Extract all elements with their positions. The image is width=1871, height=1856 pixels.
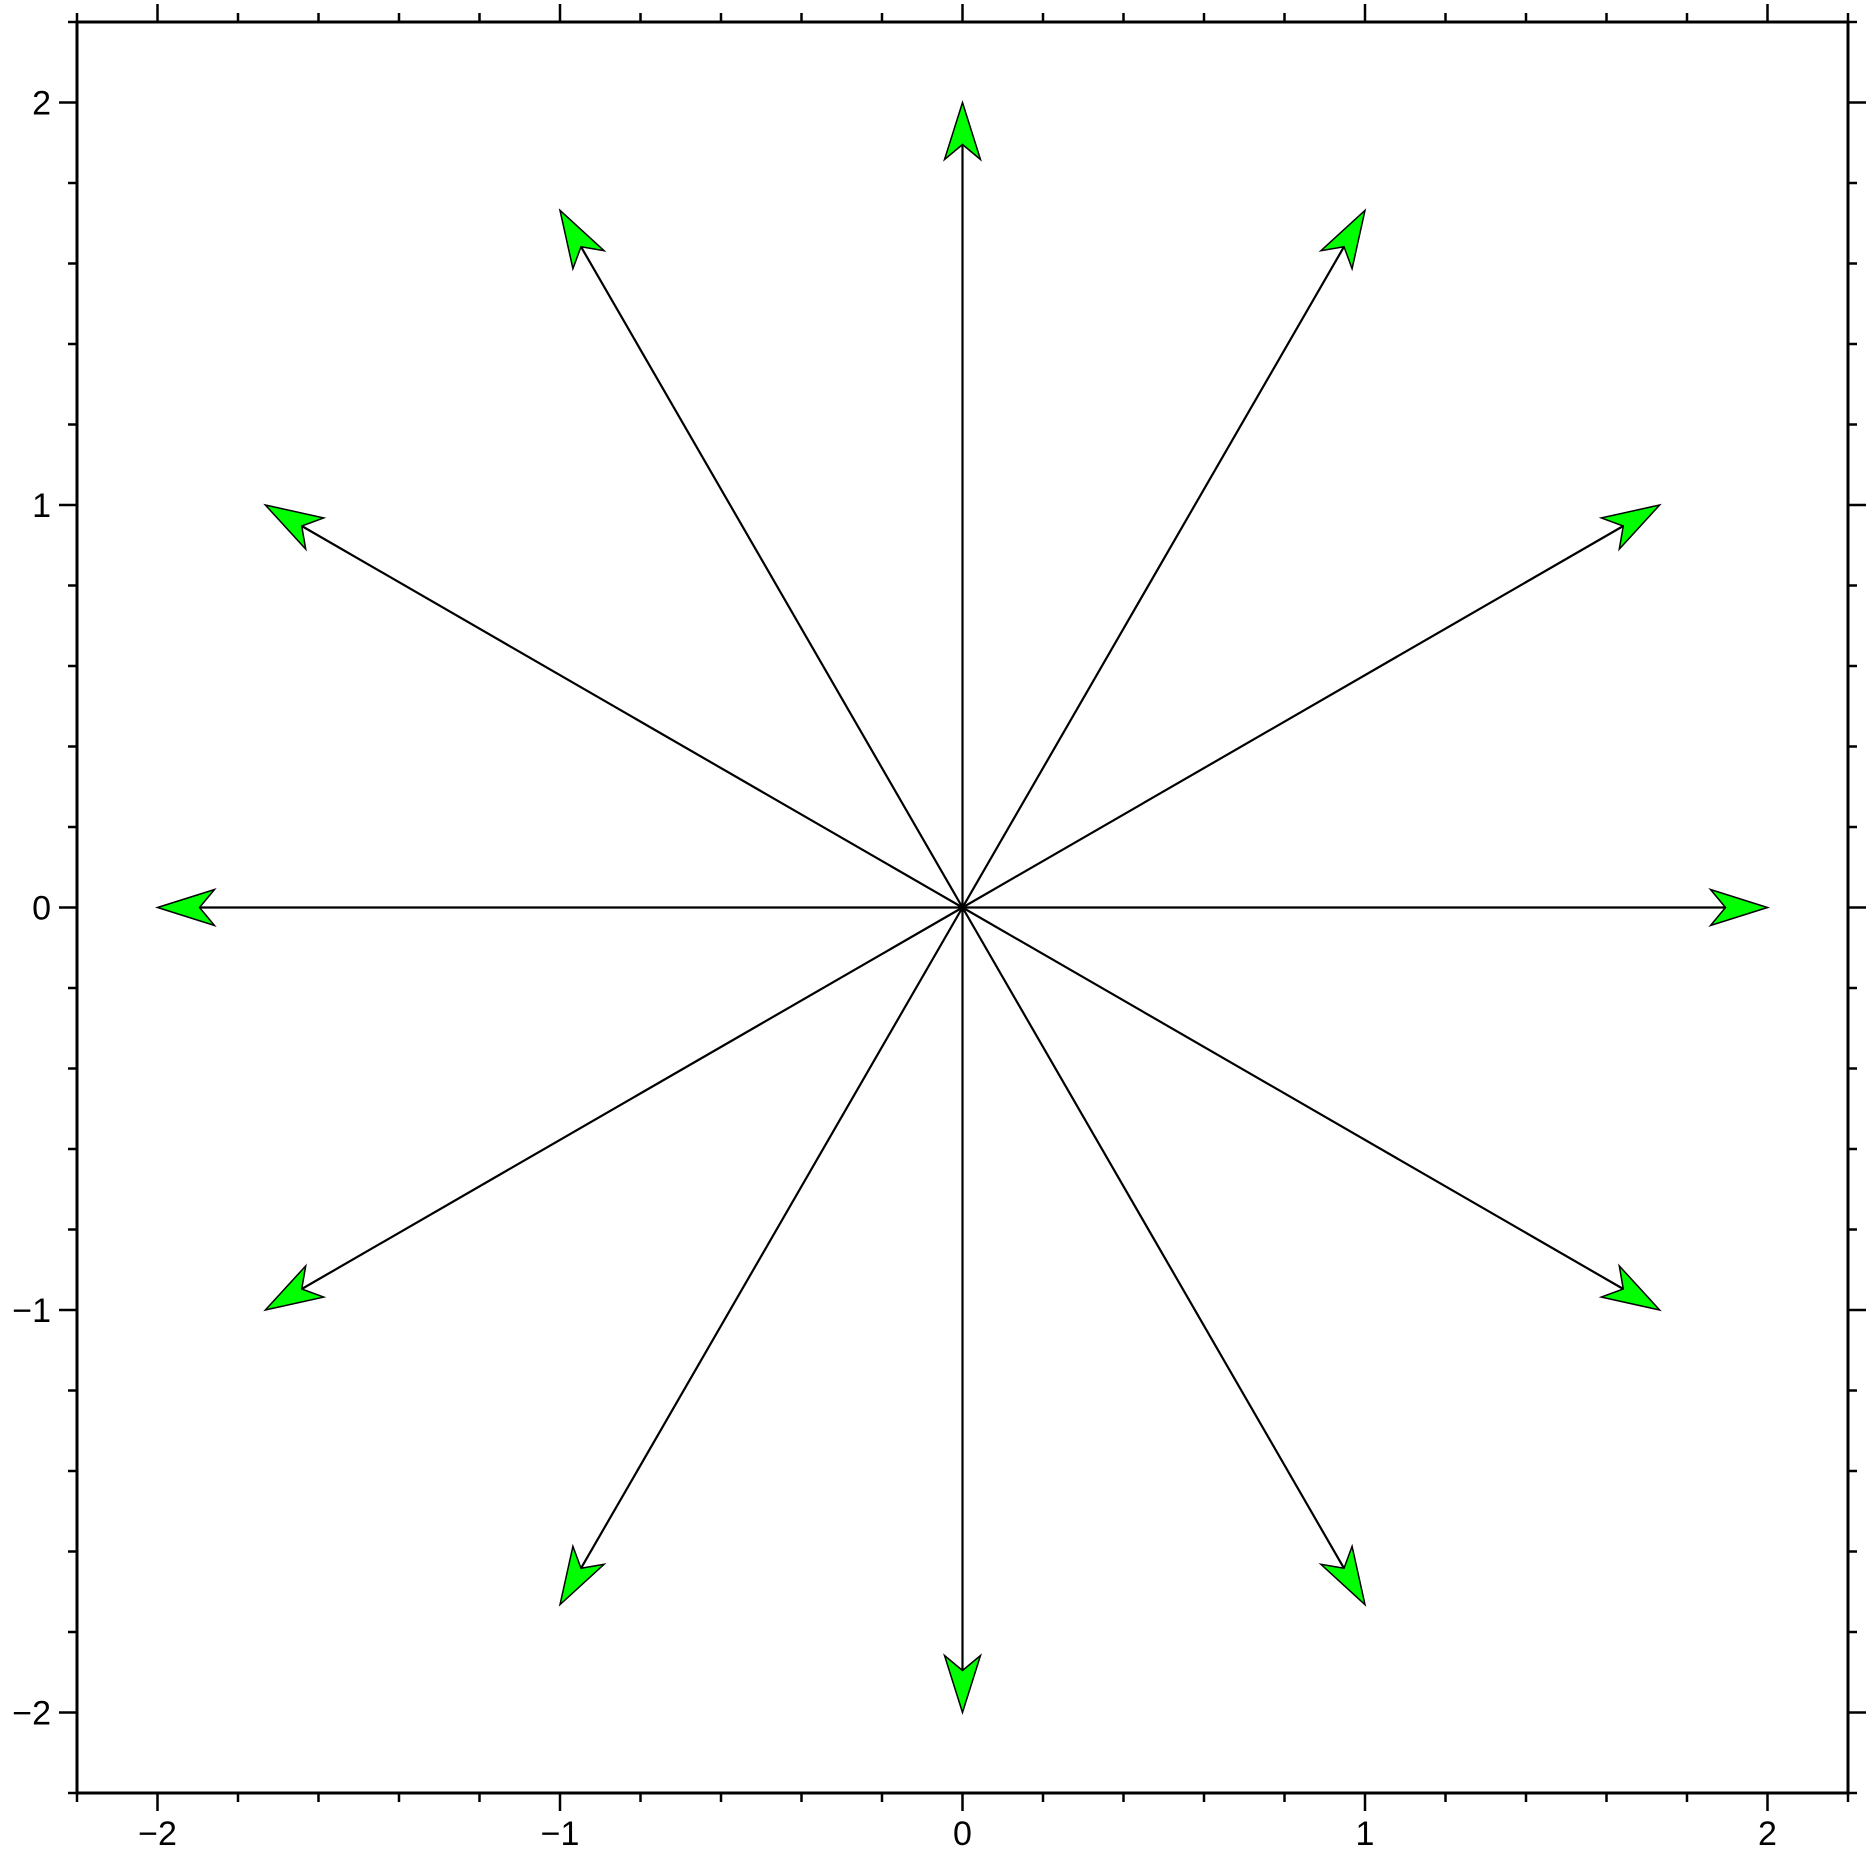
vector-arrowhead — [943, 1653, 982, 1715]
vector-arrowhead — [1598, 503, 1662, 552]
vector-arrowhead — [943, 100, 982, 162]
vector-shaft — [580, 906, 964, 1569]
x-tick-label: 1 — [1356, 1815, 1375, 1853]
vector-arrowhead — [1708, 888, 1770, 927]
x-tick-label: −1 — [541, 1815, 580, 1853]
vector-arrowhead — [1318, 208, 1367, 272]
vector-shaft — [961, 525, 1624, 909]
vector-arrowhead — [263, 1263, 327, 1312]
y-tick-label: −2 — [12, 1695, 51, 1733]
vector-shaft — [580, 246, 964, 909]
vector-shaft — [301, 906, 964, 1290]
vector-arrowhead — [155, 888, 217, 927]
vector-shaft — [961, 246, 1345, 909]
vector-arrowhead — [1598, 1263, 1662, 1312]
tick-labels: −2 −1 0 1 2 −2 −1 0 1 2 — [12, 85, 1777, 1854]
y-tick-label: 0 — [32, 890, 51, 928]
vector-shaft — [961, 906, 1624, 1290]
vector-shaft — [961, 906, 1345, 1569]
y-tick-label: 2 — [32, 85, 51, 123]
vector-arrowhead — [558, 208, 607, 272]
vectors — [155, 100, 1770, 1715]
vector-arrowhead — [558, 1543, 607, 1607]
x-tick-label: −2 — [138, 1815, 177, 1853]
vector-arrowhead — [1318, 1543, 1367, 1607]
x-tick-label: 0 — [953, 1815, 972, 1853]
vector-shaft — [301, 525, 964, 909]
plot-frame — [75, 20, 1850, 1795]
y-tick-label: 1 — [32, 487, 51, 525]
y-tick-label: −1 — [12, 1292, 51, 1330]
x-tick-label: 2 — [1758, 1815, 1777, 1853]
vector-arrowhead — [263, 503, 327, 552]
